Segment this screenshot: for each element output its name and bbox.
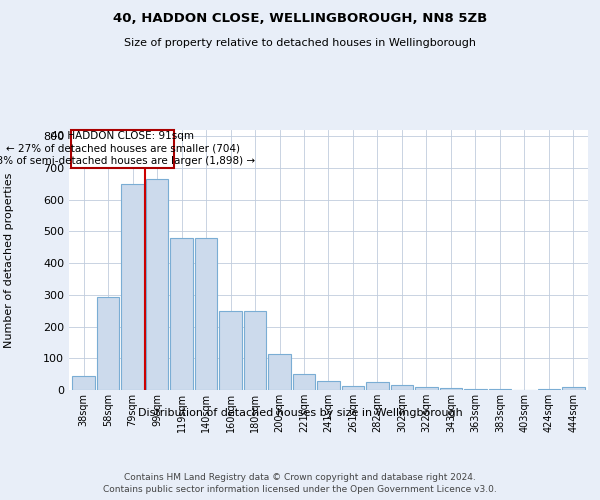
Text: Distribution of detached houses by size in Wellingborough: Distribution of detached houses by size … <box>137 408 463 418</box>
Text: ← 27% of detached houses are smaller (704): ← 27% of detached houses are smaller (70… <box>6 144 240 154</box>
Bar <box>293 374 315 390</box>
Bar <box>342 386 364 390</box>
Bar <box>170 238 193 390</box>
FancyBboxPatch shape <box>71 130 174 168</box>
Text: Size of property relative to detached houses in Wellingborough: Size of property relative to detached ho… <box>124 38 476 48</box>
Bar <box>244 310 266 390</box>
Bar <box>366 382 389 390</box>
Bar <box>97 297 119 390</box>
Bar <box>121 184 144 390</box>
Text: 40, HADDON CLOSE, WELLINGBOROUGH, NN8 5ZB: 40, HADDON CLOSE, WELLINGBOROUGH, NN8 5Z… <box>113 12 487 26</box>
Bar <box>317 381 340 390</box>
Bar <box>195 238 217 390</box>
Text: 73% of semi-detached houses are larger (1,898) →: 73% of semi-detached houses are larger (… <box>0 156 256 166</box>
Text: Number of detached properties: Number of detached properties <box>4 172 14 348</box>
Bar <box>562 387 584 390</box>
Text: 40 HADDON CLOSE: 91sqm: 40 HADDON CLOSE: 91sqm <box>52 132 194 141</box>
Bar <box>268 354 291 390</box>
Bar <box>464 389 487 390</box>
Bar <box>220 310 242 390</box>
Text: Contains public sector information licensed under the Open Government Licence v3: Contains public sector information licen… <box>103 485 497 494</box>
Bar <box>146 179 169 390</box>
Bar <box>415 388 437 390</box>
Text: Contains HM Land Registry data © Crown copyright and database right 2024.: Contains HM Land Registry data © Crown c… <box>124 472 476 482</box>
Bar <box>391 385 413 390</box>
Bar <box>440 388 462 390</box>
Bar <box>73 376 95 390</box>
